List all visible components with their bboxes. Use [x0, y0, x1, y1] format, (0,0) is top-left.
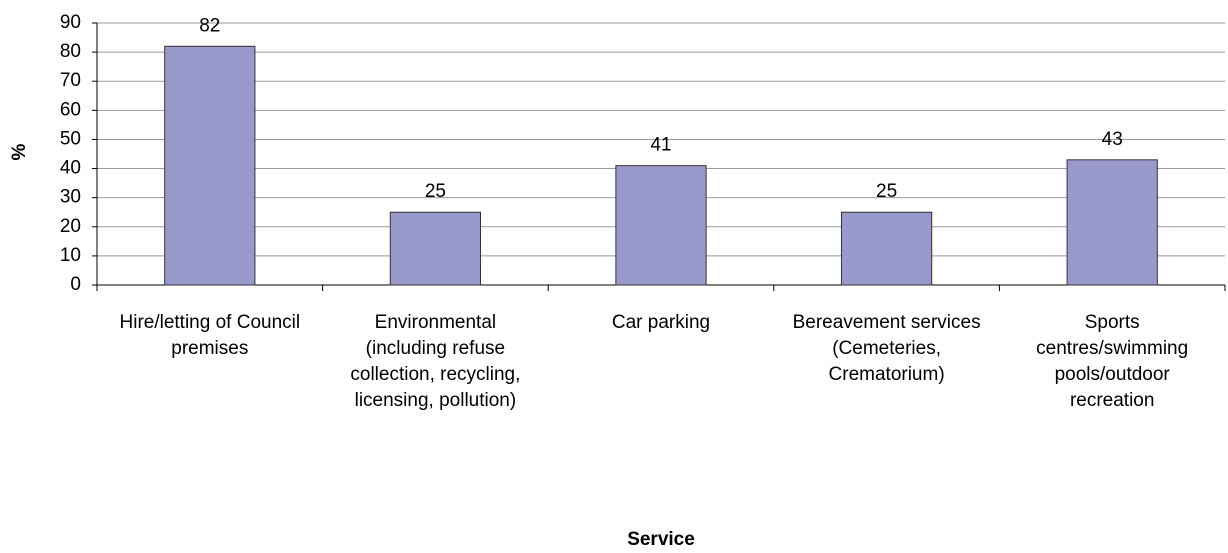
bar [164, 45, 256, 286]
x-axis-label: Service [627, 529, 695, 550]
bar [389, 211, 482, 286]
x-tick-label: Car parking [611, 312, 711, 333]
x-tick-label: Hire/letting of Council premises [119, 312, 301, 359]
y-axis-label: % [9, 143, 30, 160]
value-label: 41 [650, 135, 671, 156]
y-tick-label: 30 [60, 187, 81, 208]
y-tick-label: 60 [60, 99, 81, 120]
y-tick-label: 0 [70, 274, 81, 295]
y-tick-label: 20 [60, 216, 81, 237]
bar [1066, 159, 1158, 286]
y-tick-label: 70 [60, 70, 81, 91]
bar [615, 165, 707, 286]
value-label: 43 [1102, 129, 1123, 150]
bar [840, 211, 933, 286]
y-tick-label: 80 [60, 41, 81, 62]
x-tick-label: Sports centres/swimming pools/outdoor re… [1036, 312, 1189, 411]
value-label: 25 [425, 181, 446, 202]
y-tick-label: 10 [60, 245, 81, 266]
y-tick-label: 50 [60, 128, 81, 149]
value-label: 82 [199, 15, 220, 36]
y-tick-label: 40 [60, 158, 81, 179]
y-tick-label: 90 [60, 12, 81, 33]
value-label: 25 [876, 181, 897, 202]
x-tick-label: Environmental (including refuse collecti… [350, 312, 521, 411]
x-tick-label: Bereavement services (Cemeteries, Cremat… [792, 312, 981, 385]
